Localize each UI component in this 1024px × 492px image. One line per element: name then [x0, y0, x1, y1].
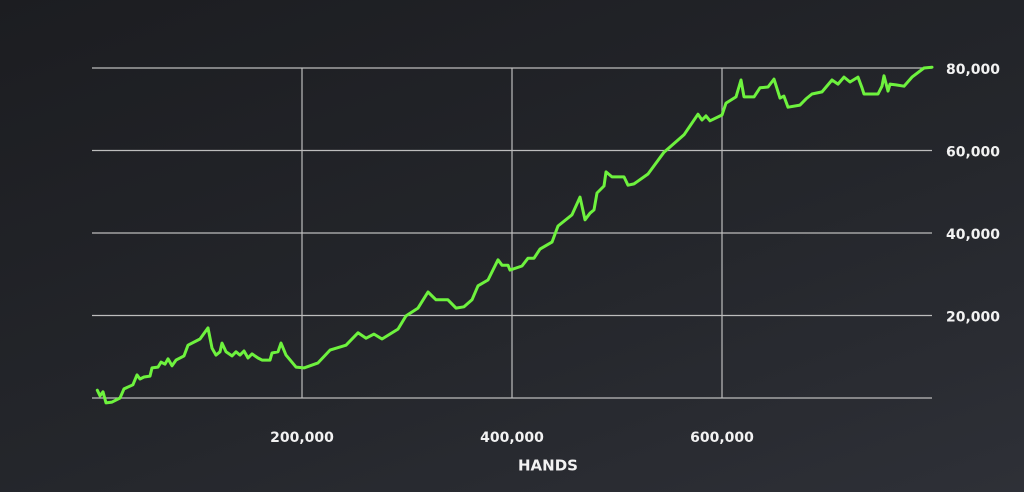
y-tick-label: 40,000: [946, 227, 1000, 243]
y-tick-label: 20,000: [946, 310, 1000, 326]
data-line: [95, 65, 934, 405]
x-tick-label: 200,000: [270, 430, 334, 446]
y-tick-label: 60,000: [946, 145, 1000, 161]
x-axis-label: HANDS: [518, 457, 578, 475]
x-tick-label: 400,000: [480, 430, 544, 446]
x-tick-label: 600,000: [690, 430, 754, 446]
y-tick-label: 80,000: [946, 62, 1000, 78]
